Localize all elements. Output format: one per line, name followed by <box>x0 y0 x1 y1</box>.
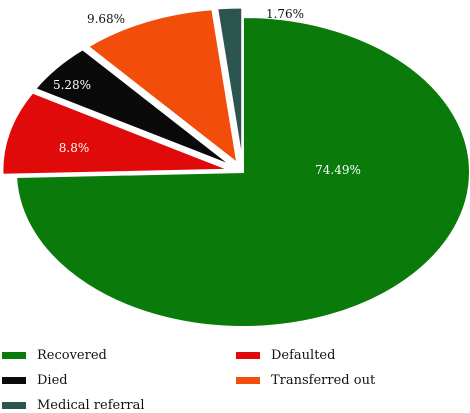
legend-label-died: Died <box>37 373 68 388</box>
pie-slice-died <box>33 48 233 167</box>
legend-item-defaulted: Defaulted <box>236 348 335 363</box>
pie-label-transferred-out: 9.68% <box>87 12 125 26</box>
legend-label-transferred-out: Transferred out <box>271 373 376 388</box>
pie-slices <box>1 6 470 328</box>
legend-swatch-recovered <box>2 352 26 359</box>
legend-label-defaulted: Defaulted <box>271 348 336 363</box>
pie-label-recovered: 74.49% <box>315 163 361 177</box>
legend-swatch-died <box>2 377 26 384</box>
pie-labels: 74.49% 8.8% 5.28% 9.68% 1.76% <box>53 7 361 177</box>
legend-swatch-medical-referral <box>2 402 26 409</box>
legend-item-recovered: Recovered <box>2 348 107 363</box>
pie-slice-medical-referral <box>216 6 244 163</box>
legend-item-transferred-out: Transferred out <box>236 373 375 388</box>
pie-label-medical-referral: 1.76% <box>266 7 304 21</box>
legend-item-died: Died <box>2 373 68 388</box>
pie-label-died: 5.28% <box>53 78 91 92</box>
pie-slice-transferred-out <box>86 8 239 166</box>
legend-swatch-defaulted <box>236 352 260 359</box>
pie-slice-recovered <box>15 15 470 328</box>
legend: Recovered Defaulted Died Transferred out… <box>0 344 470 413</box>
legend-label-medical-referral: Medical referral <box>37 398 145 413</box>
pie-slice-defaulted <box>1 91 230 176</box>
legend-item-medical-referral: Medical referral <box>2 398 145 413</box>
pie-label-defaulted: 8.8% <box>59 141 90 155</box>
legend-swatch-transferred-out <box>236 377 260 384</box>
pie-chart: 74.49% 8.8% 5.28% 9.68% 1.76% <box>1 6 470 328</box>
legend-label-recovered: Recovered <box>37 348 107 363</box>
